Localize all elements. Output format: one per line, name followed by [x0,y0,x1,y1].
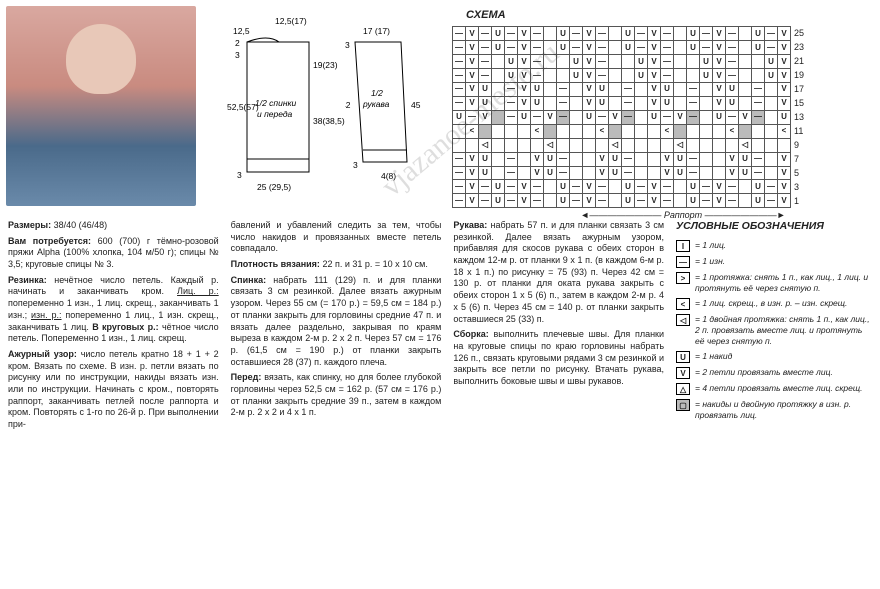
svg-text:17 (17): 17 (17) [363,26,390,36]
svg-text:38(38,5): 38(38,5) [313,116,345,126]
schematics: 12,5 12,5(17) 2 3 19(23) 52,5(57) 38(38,… [204,6,444,214]
svg-text:3: 3 [353,160,358,170]
svg-text:45: 45 [411,100,421,110]
svg-text:2: 2 [235,38,240,48]
model-photo [6,6,196,206]
text-col-3: Рукава: набрать 57 п. и для планки связа… [453,220,664,583]
svg-text:1/2 спинки: 1/2 спинки [255,98,297,108]
svg-text:19(23): 19(23) [313,60,338,70]
legend: УСЛОВНЫЕ ОБОЗНАЧЕНИЯ I= 1 лиц.—= 1 изн.>… [676,220,872,583]
svg-text:3: 3 [345,40,350,50]
body-schematic: 12,5 12,5(17) 2 3 19(23) 52,5(57) 38(38,… [233,14,325,194]
svg-text:3: 3 [237,170,242,180]
text-col-1: Размеры: 38/40 (46/48) Вам потребуется: … [8,220,219,583]
svg-text:3: 3 [235,50,240,60]
svg-text:42: 42 [345,100,351,110]
svg-text:4(8): 4(8) [381,171,396,181]
svg-text:рукава: рукава [362,99,390,109]
svg-text:и переда: и переда [257,109,293,119]
svg-text:1/2: 1/2 [371,88,383,98]
svg-text:12,5(17): 12,5(17) [275,16,307,26]
knitting-chart: СХЕМА —V—U—V—U—V—U—V—U—V—U—V—V—U—V—U—V—U… [452,6,874,214]
text-col-2: бавлений и убавлений следить за тем, что… [231,220,442,583]
sleeve-schematic: 17 (17) 3 42 45 4(8) 3 1/2 рукава [345,14,415,194]
svg-text:25 (29,5): 25 (29,5) [257,182,291,192]
svg-text:12,5: 12,5 [233,26,250,36]
